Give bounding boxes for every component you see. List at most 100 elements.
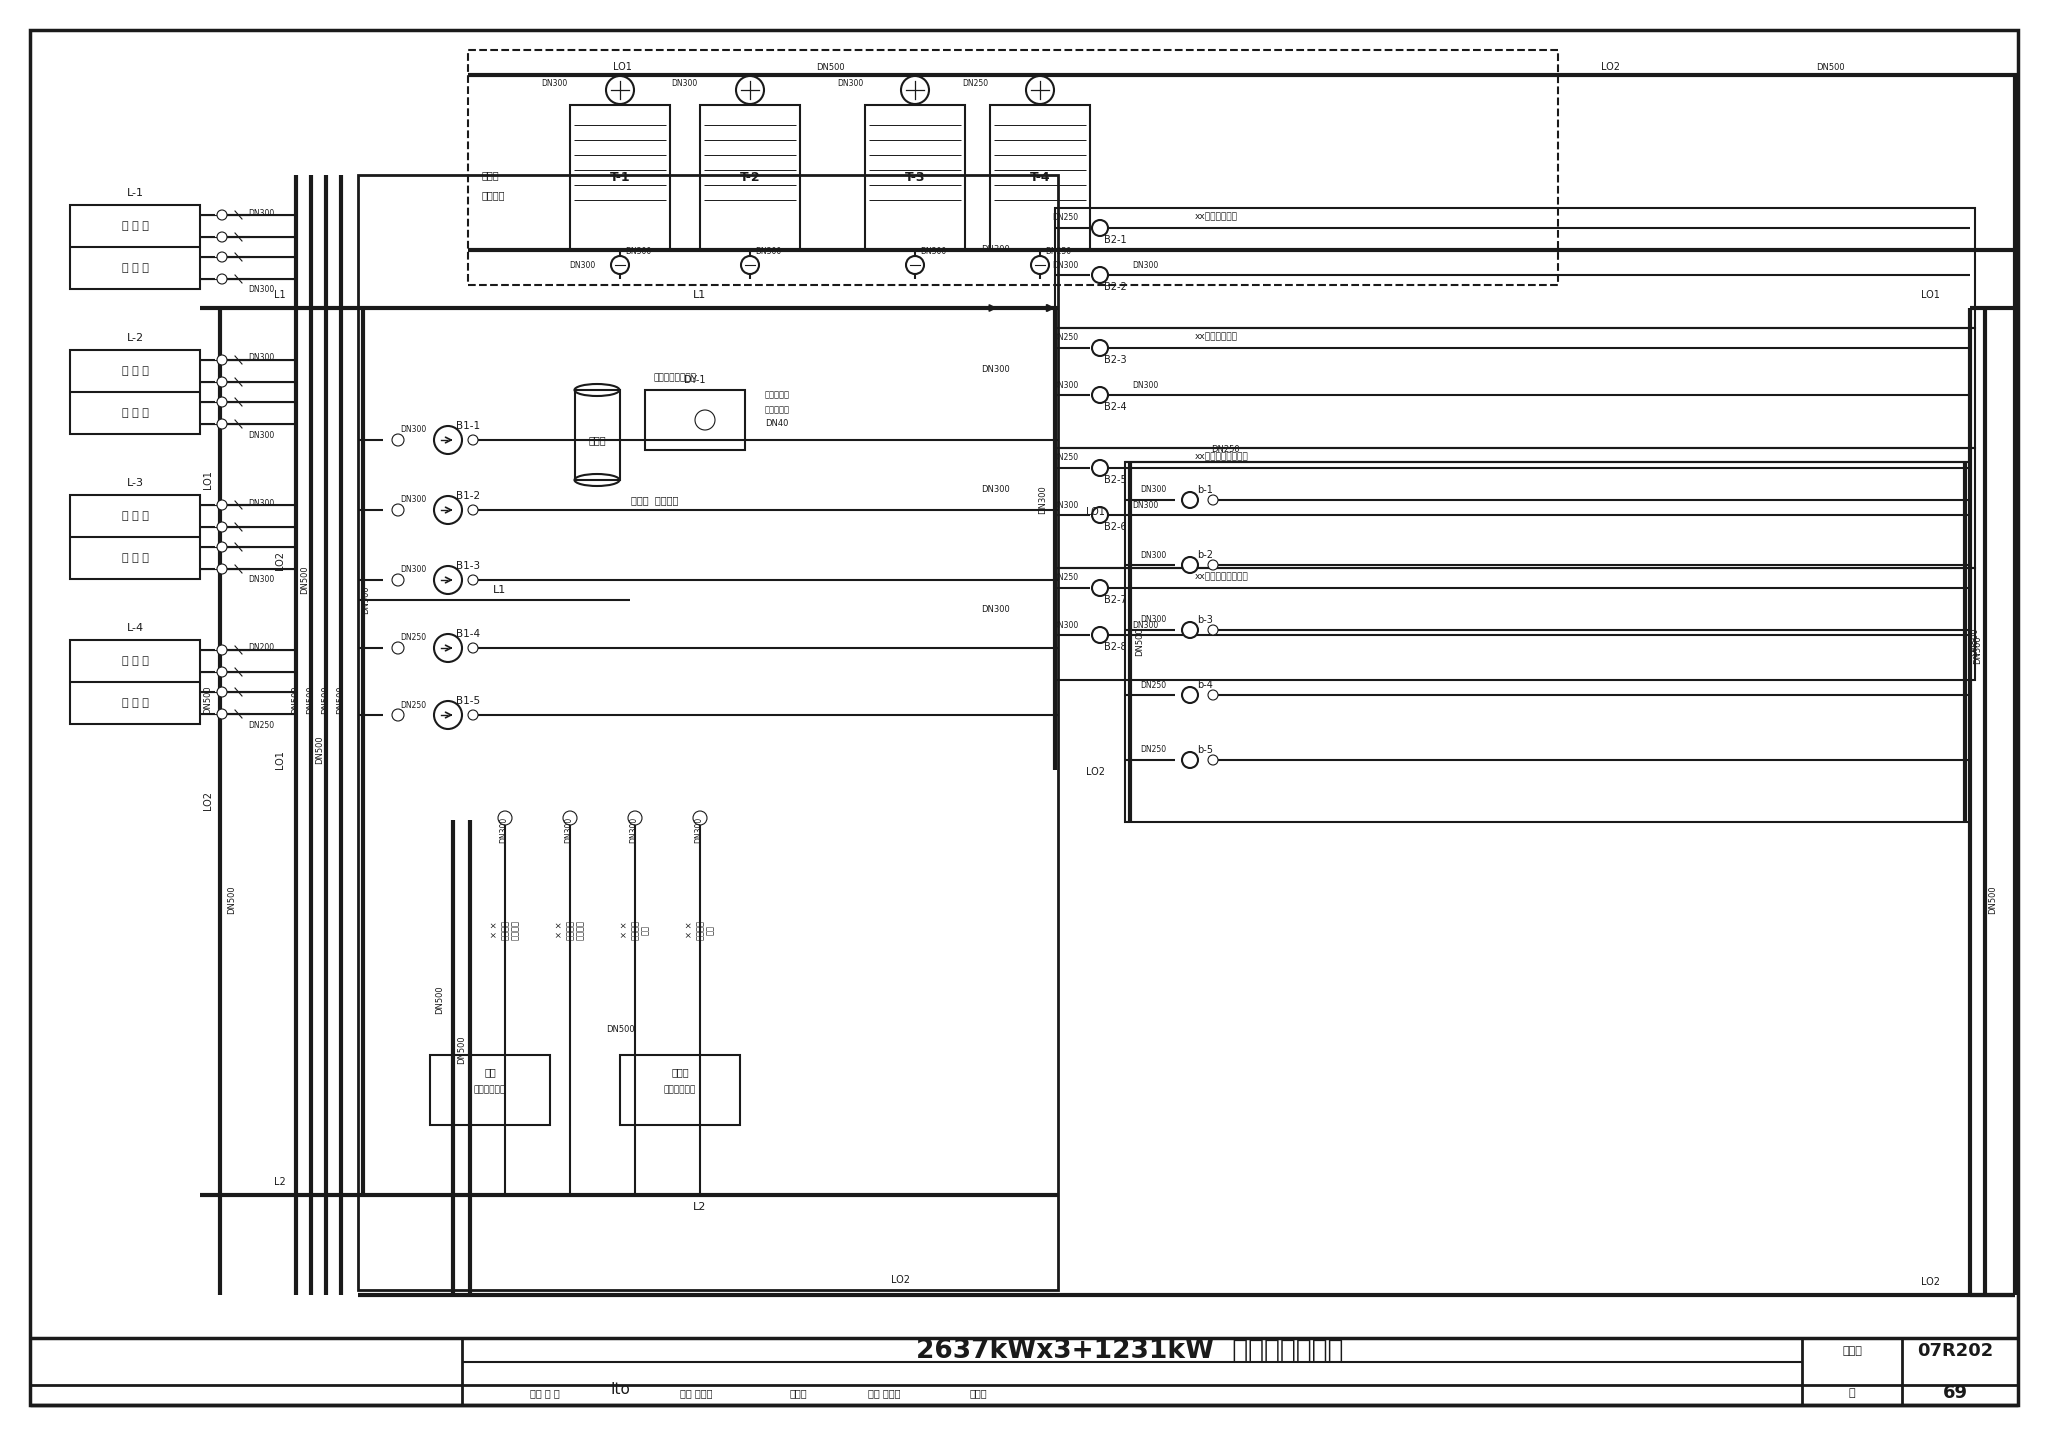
Circle shape xyxy=(563,811,578,825)
Text: DN300: DN300 xyxy=(1053,380,1077,389)
Text: DN500: DN500 xyxy=(606,1026,635,1035)
Text: LO2: LO2 xyxy=(891,1276,909,1284)
Bar xyxy=(1055,208,1974,329)
Text: DN500: DN500 xyxy=(322,686,330,715)
Text: 蒸 发 器: 蒸 发 器 xyxy=(121,511,147,521)
Text: × ×
新风机组
空调回水: × × 新风机组 空调回水 xyxy=(555,920,586,940)
Text: LO2: LO2 xyxy=(1085,766,1106,776)
Circle shape xyxy=(469,710,477,720)
Text: 溢水管: 溢水管 xyxy=(481,169,500,179)
Text: 冷水: 冷水 xyxy=(483,1068,496,1078)
Text: B2-8: B2-8 xyxy=(1104,641,1126,651)
Circle shape xyxy=(391,504,403,517)
Text: DN300: DN300 xyxy=(1038,485,1047,514)
Text: 全程水处理器: 全程水处理器 xyxy=(473,1085,506,1095)
Circle shape xyxy=(1182,752,1198,768)
Text: L-1: L-1 xyxy=(127,188,143,198)
Bar xyxy=(645,390,745,451)
Circle shape xyxy=(610,255,629,274)
Circle shape xyxy=(1092,461,1108,476)
Text: DN300: DN300 xyxy=(399,565,426,574)
Text: T-2: T-2 xyxy=(739,171,760,184)
Bar xyxy=(864,105,965,250)
Text: DN300: DN300 xyxy=(399,495,426,505)
Bar xyxy=(70,640,201,725)
Circle shape xyxy=(1182,557,1198,573)
Circle shape xyxy=(217,274,227,284)
Text: DY-1: DY-1 xyxy=(684,375,707,385)
Text: 69: 69 xyxy=(1942,1383,1968,1402)
Text: DN250: DN250 xyxy=(1044,247,1071,257)
Text: LO1: LO1 xyxy=(274,751,285,769)
Circle shape xyxy=(434,426,463,453)
Text: DN500: DN500 xyxy=(436,986,444,1015)
Text: LO2: LO2 xyxy=(274,551,285,570)
Circle shape xyxy=(391,641,403,654)
Text: B2-1: B2-1 xyxy=(1104,235,1126,245)
Bar xyxy=(1055,448,1974,568)
Text: 蒸 发 器: 蒸 发 器 xyxy=(121,656,147,666)
Circle shape xyxy=(741,255,760,274)
Circle shape xyxy=(469,435,477,445)
Text: DN300: DN300 xyxy=(565,817,573,844)
Text: DN300: DN300 xyxy=(981,606,1010,614)
Text: B1-3: B1-3 xyxy=(457,561,479,571)
Bar xyxy=(621,1055,739,1125)
Text: 补水箱  软化设备: 补水箱 软化设备 xyxy=(631,495,678,505)
Circle shape xyxy=(735,76,764,103)
Text: DN500: DN500 xyxy=(815,63,844,72)
Text: DN200: DN200 xyxy=(248,643,274,653)
Circle shape xyxy=(1092,220,1108,235)
Text: DN250: DN250 xyxy=(1141,680,1165,689)
Text: B1-2: B1-2 xyxy=(457,491,479,501)
Circle shape xyxy=(469,575,477,585)
Text: LO1: LO1 xyxy=(1085,507,1106,517)
Bar xyxy=(1055,329,1974,448)
Text: DN300: DN300 xyxy=(248,430,274,439)
Text: Ito: Ito xyxy=(610,1382,631,1398)
Circle shape xyxy=(217,522,227,532)
Text: DN300: DN300 xyxy=(1141,551,1165,560)
Text: DN300: DN300 xyxy=(756,247,780,257)
Text: 07R202: 07R202 xyxy=(1917,1342,1993,1360)
Text: b-3: b-3 xyxy=(1198,616,1212,626)
Text: DN300: DN300 xyxy=(1141,616,1165,624)
Text: B1-5: B1-5 xyxy=(457,696,479,706)
Text: DN300: DN300 xyxy=(1133,621,1157,630)
Circle shape xyxy=(1208,690,1219,700)
Text: DN300: DN300 xyxy=(399,426,426,435)
Text: B2-5: B2-5 xyxy=(1104,475,1126,485)
Text: 冷 凝 器: 冷 凝 器 xyxy=(121,263,147,273)
Circle shape xyxy=(1092,387,1108,403)
Circle shape xyxy=(1182,621,1198,639)
Circle shape xyxy=(629,811,641,825)
Text: xx外区空调供水: xx外区空调供水 xyxy=(1194,333,1237,342)
Text: DN250: DN250 xyxy=(399,633,426,643)
Circle shape xyxy=(1208,495,1219,505)
Text: B1-4: B1-4 xyxy=(457,629,479,639)
Text: DN300: DN300 xyxy=(569,261,596,270)
Circle shape xyxy=(217,709,227,719)
Text: b-5: b-5 xyxy=(1196,745,1212,755)
Circle shape xyxy=(217,499,227,509)
Text: DN250: DN250 xyxy=(1053,574,1077,583)
Text: L1: L1 xyxy=(274,290,287,300)
Text: 接自来水管: 接自来水管 xyxy=(766,390,791,399)
Text: DN250: DN250 xyxy=(963,79,987,88)
Circle shape xyxy=(217,542,227,552)
Circle shape xyxy=(217,564,227,574)
Circle shape xyxy=(217,667,227,677)
Text: b-1: b-1 xyxy=(1198,485,1212,495)
Text: DN250: DN250 xyxy=(1053,453,1077,462)
Circle shape xyxy=(217,419,227,429)
Text: DN300: DN300 xyxy=(248,498,274,508)
Circle shape xyxy=(469,505,477,515)
Text: 气压罐: 气压罐 xyxy=(588,435,606,445)
Text: L-4: L-4 xyxy=(127,623,143,633)
Text: DN300: DN300 xyxy=(1133,501,1157,511)
Text: DN300: DN300 xyxy=(248,575,274,584)
Circle shape xyxy=(1182,687,1198,703)
Text: 冷 凝 器: 冷 凝 器 xyxy=(121,697,147,707)
Text: 页: 页 xyxy=(1849,1388,1855,1398)
Text: LO2: LO2 xyxy=(1921,1277,1939,1287)
